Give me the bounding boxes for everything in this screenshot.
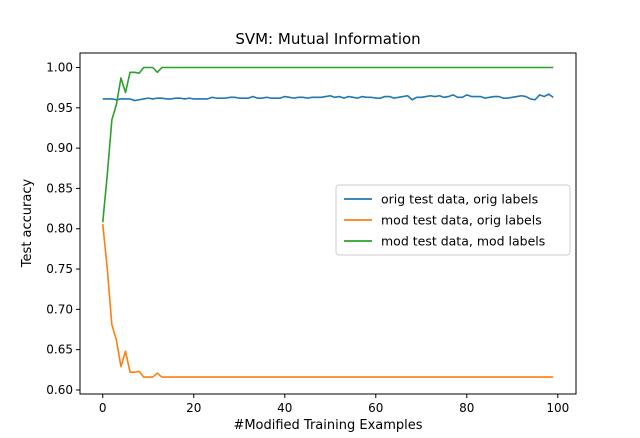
y-tick-label: 0.95 (46, 101, 73, 115)
chart-title: SVM: Mutual Information (235, 30, 420, 48)
legend: orig test data, orig labels mod test data… (335, 184, 571, 256)
x-tick-label: 40 (277, 401, 292, 415)
legend-entry-label: mod test data, orig labels (381, 213, 542, 228)
axes-frame (79, 52, 577, 395)
series-line-2 (101, 223, 554, 378)
y-tick-label: 0.75 (46, 262, 73, 276)
y-tick-label: 0.80 (46, 222, 73, 236)
y-axis-ticks: 0.60 0.65 0.70 0.75 0.80 0.85 0.90 0.95 1.00 (46, 61, 80, 397)
legend-entry-label: orig test data, orig labels (381, 192, 538, 207)
y-tick-label: 0.90 (46, 141, 73, 155)
x-tick-label: 20 (186, 401, 201, 415)
y-tick-label: 0.85 (46, 181, 73, 195)
y-tick-label: 1.00 (46, 61, 73, 75)
y-tick-label: 0.65 (46, 343, 73, 357)
y-tick-label: 0.60 (46, 383, 73, 397)
legend-box (335, 184, 571, 256)
series-line-1 (102, 93, 554, 102)
x-tick-label: 80 (459, 401, 474, 415)
series-line-3 (101, 66, 554, 223)
legend-entry-label: mod test data, mod labels (381, 234, 545, 249)
plot-lines (101, 66, 554, 378)
x-tick-label: 60 (368, 401, 383, 415)
x-axis-ticks: 0 20 40 60 80 100 (99, 394, 569, 415)
x-tick-label: 0 (99, 401, 107, 415)
x-tick-label: 100 (546, 401, 569, 415)
y-axis-label: Test accuracy (20, 179, 35, 269)
x-axis-label: #Modified Training Examples (233, 418, 422, 433)
y-tick-label: 0.70 (46, 302, 73, 316)
